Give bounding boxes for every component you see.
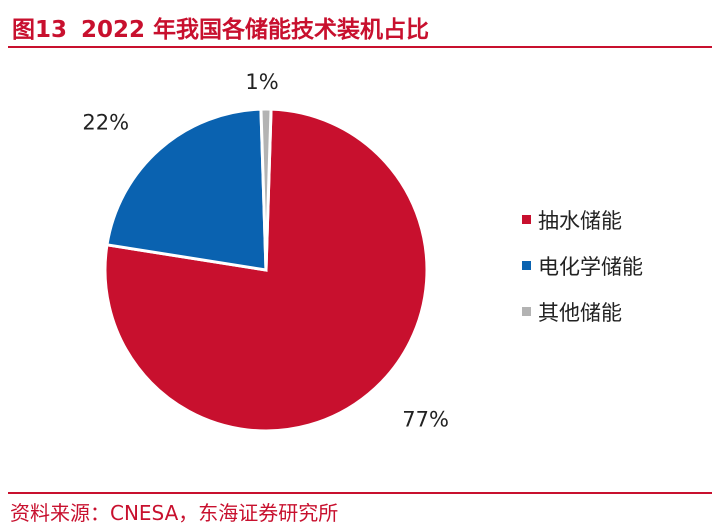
data-label-2: 22% (82, 111, 129, 135)
legend-swatch-3 (522, 307, 531, 316)
legend-label-2: 电化学储能 (538, 255, 643, 279)
legend-label-1: 抽水储能 (538, 209, 622, 233)
chart-title: 2022 年我国各储能技术装机占比 (81, 17, 430, 43)
figure-number: 图13 (12, 17, 68, 43)
data-label-3: 1% (245, 70, 278, 94)
chart-area: 77% 22% 1% 抽水储能电化学储能其他储能 (0, 60, 720, 488)
pie-slice-3 (259, 107, 273, 271)
legend-swatch-1 (522, 215, 531, 224)
source-divider (8, 492, 712, 494)
legend-label-3: 其他储能 (538, 301, 622, 325)
data-label-1: 77% (402, 407, 449, 431)
legend-swatch-2 (522, 261, 531, 270)
pie-slice-2 (105, 107, 268, 272)
figure-header: 图13 2022 年我国各储能技术装机占比 (8, 4, 712, 48)
title-divider (8, 46, 712, 48)
source-note: 资料来源：CNESA，东海证券研究所 (10, 501, 339, 525)
figure-title: 图13 2022 年我国各储能技术装机占比 (12, 10, 429, 44)
